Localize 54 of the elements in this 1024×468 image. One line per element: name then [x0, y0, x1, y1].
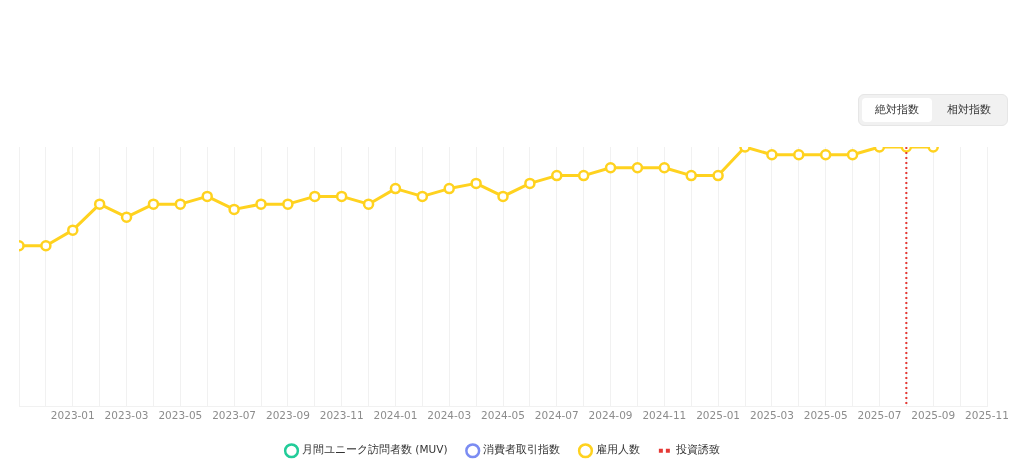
point: [846, 149, 859, 161]
x-tick-label: 2024-09: [588, 408, 633, 421]
point: [712, 169, 724, 182]
legend-label: 消費者取引指数: [483, 443, 561, 456]
x-tick-label: 2024-03: [427, 408, 472, 421]
x-tick-label: 2025-11: [965, 408, 1009, 421]
point: [766, 149, 778, 161]
point: [577, 169, 590, 182]
point: [793, 149, 805, 161]
x-tick-label: 2025-03: [749, 408, 794, 421]
x-tick-label: 2024-01: [373, 408, 418, 421]
point: [40, 240, 52, 252]
toggle-button[interactable]: 絶対指数: [862, 98, 932, 122]
point: [120, 211, 133, 223]
point: [147, 198, 160, 210]
x-tick-label: 2023-03: [104, 408, 149, 421]
x-tick-label: 2024-07: [534, 408, 579, 421]
legend-label: 投資誘致: [674, 443, 720, 456]
toggle-button[interactable]: 相対指数: [934, 98, 1004, 122]
point: [685, 169, 697, 182]
point: [551, 169, 563, 182]
x-tick-label: 2023-09: [265, 408, 310, 421]
x-tick-label: 2023-01: [50, 408, 95, 421]
point: [174, 198, 187, 210]
point: [631, 162, 644, 174]
x-tick-label: 2025-05: [803, 408, 848, 421]
point: [604, 162, 617, 174]
point: [443, 182, 455, 195]
point: [67, 224, 79, 236]
legend-label: 雇用人数: [595, 443, 640, 456]
x-tick-label: 2024-11: [642, 408, 687, 421]
point: [658, 162, 671, 174]
point: [362, 198, 375, 210]
point: [228, 203, 240, 216]
point: [335, 190, 348, 203]
point: [524, 177, 536, 190]
x-tick-label: 2023-07: [212, 408, 257, 421]
point: [309, 190, 321, 203]
point: [497, 190, 509, 203]
point: [93, 198, 106, 210]
point: [416, 190, 429, 203]
x-tick-label: 2025-07: [857, 408, 902, 421]
x-tick-label: 2023-11: [319, 408, 364, 421]
x-tick-label: 2023-05: [158, 408, 203, 421]
point: [389, 182, 402, 195]
point: [819, 149, 832, 161]
x-tick-label: 2024-05: [481, 408, 525, 421]
point: [255, 198, 267, 210]
legend-label: 月間ユニーク訪問者数 (MUV): [302, 443, 448, 456]
point: [282, 198, 294, 210]
x-tick-label: 2025-09: [911, 408, 956, 421]
point: [201, 190, 213, 203]
point: [470, 177, 482, 190]
x-tick-label: 2025-01: [696, 408, 741, 421]
